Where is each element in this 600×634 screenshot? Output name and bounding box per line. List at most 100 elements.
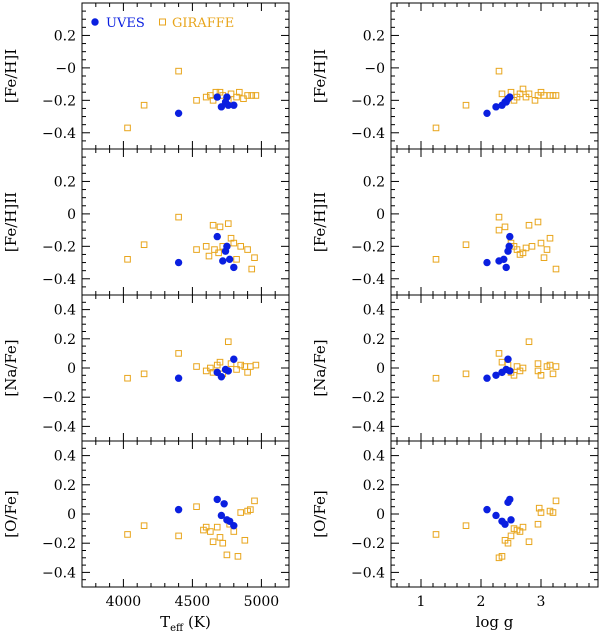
uves-point [492,511,500,520]
giraffe-point [237,243,244,250]
giraffe-point [534,218,542,226]
giraffe-point [237,509,244,516]
uves-point [217,103,226,111]
uves-point [506,495,514,504]
giraffe-point [207,528,214,535]
giraffe-point [216,358,224,366]
giraffe-point [495,213,503,221]
y-tick-label: −0.4 [351,565,385,581]
giraffe-point [552,92,560,99]
uves-point [223,242,231,251]
giraffe-point [248,92,256,99]
giraffe-point [432,124,440,132]
y-tick-label: 0 [376,507,385,523]
x-tick-label: 1 [417,594,426,610]
giraffe-point [216,534,224,541]
uves-point [230,263,238,272]
panel-frame [390,2,599,150]
giraffe-point [237,361,244,369]
y-tick-label: 0.2 [363,332,385,348]
giraffe-point [525,338,533,346]
giraffe-point [546,234,554,242]
uves-point [213,232,221,241]
giraffe-point [233,366,240,373]
giraffe-point [432,531,440,538]
uves-point [500,255,508,264]
y-tick-label: 0.4 [54,303,76,319]
legend: UVES GIRAFFE [91,16,234,31]
legend-uves-label: UVES [106,16,145,31]
y-tick-label: −0.2 [42,390,76,406]
giraffe-point [495,350,503,357]
x-tick-label: 2 [477,594,486,610]
giraffe-point [230,528,238,535]
giraffe-point [543,246,551,253]
uves-point [213,495,221,504]
giraffe-point [462,101,470,109]
giraffe-point [251,497,258,505]
giraffe-point [519,523,527,531]
giraffe-point [175,350,182,357]
y-tick-label: 0 [376,361,385,377]
giraffe-point [124,256,131,263]
giraffe-point [534,520,542,528]
y-axis-label: [O/Fe] [2,490,20,538]
giraffe-point [193,97,200,104]
y-tick-label: 0.2 [363,174,385,190]
y-tick-label: 0.2 [54,478,76,494]
giraffe-point [495,226,503,234]
giraffe-point [224,338,232,346]
y-axis-label: [Fe/H]II [2,192,20,252]
giraffe-point [537,509,545,516]
giraffe-point [537,239,545,247]
y-tick-label: −0 [364,61,385,77]
panel-6: −0.4 −0.2 0 0.2 0.4 [Na/Fe] [311,294,599,442]
giraffe-point [251,254,258,261]
giraffe-point [525,538,533,546]
y-tick-label: 0.2 [54,174,76,190]
giraffe-point [537,372,545,379]
uves-point [217,373,226,381]
giraffe-point [525,221,533,229]
giraffe-point [498,358,506,366]
giraffe-point [462,522,470,529]
y-tick-label: 0.4 [363,449,385,465]
giraffe-point [140,241,148,249]
giraffe-point [213,523,221,531]
giraffe-point [124,531,131,538]
uves-point [174,109,183,118]
y-tick-label: 0.2 [54,332,76,348]
y-tick-label: −0.2 [42,93,76,109]
giraffe-point [247,363,254,370]
giraffe-point [244,369,251,376]
legend-giraffe-marker [159,18,166,26]
giraffe-point [549,370,557,378]
panel-frame [81,440,290,588]
y-tick-label: 0 [67,507,76,523]
giraffe-point [140,522,148,529]
y-tick-label: −0.4 [351,272,385,288]
legend-uves-marker [91,18,99,26]
x-tick-label: 4500 [175,594,211,610]
giraffe-point [432,374,440,382]
uves-point [174,505,183,514]
uves-point [230,521,238,530]
uves-point [483,505,491,514]
giraffe-point [205,252,213,260]
giraffe-point [175,67,182,75]
uves-point [483,109,491,118]
giraffe-point [202,243,210,250]
y-axis-label: [Fe/H]I [2,49,20,103]
giraffe-point [233,256,240,263]
y-tick-label: −0.2 [351,239,385,255]
giraffe-point [252,92,260,99]
giraffe-point [432,256,440,263]
giraffe-point [234,553,242,560]
x-axis-label: Teff (K) [160,613,211,634]
giraffe-point [504,539,512,547]
y-tick-label: 0.4 [363,303,385,319]
y-tick-label: 0 [67,361,76,377]
y-axis-label: [O/Fe] [311,490,329,538]
y-axis-label: [Na/Fe] [2,339,20,396]
